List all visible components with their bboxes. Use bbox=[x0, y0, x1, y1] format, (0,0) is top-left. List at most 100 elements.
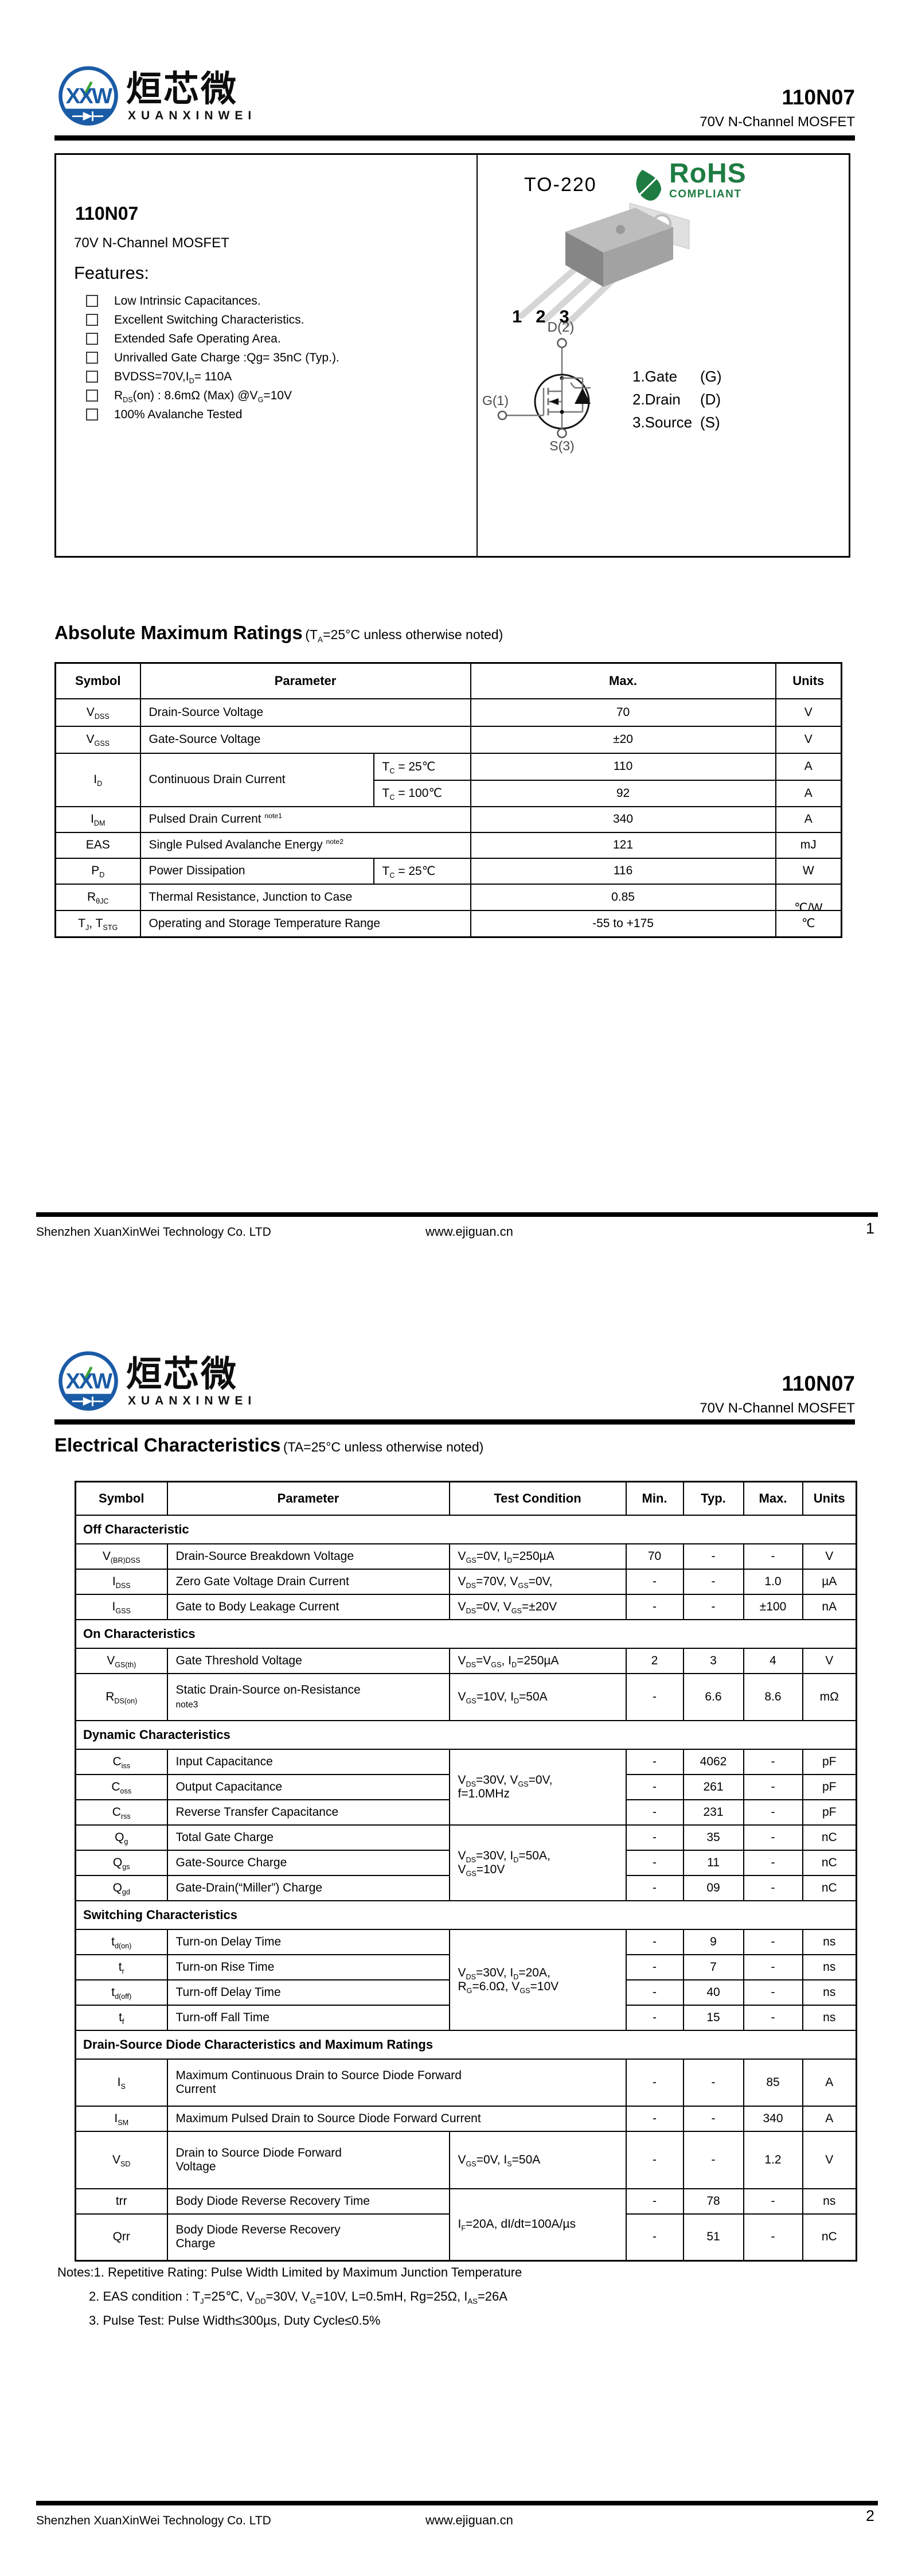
condition-cell: TC = 100℃ bbox=[373, 779, 471, 807]
symbol-cell: Qrr bbox=[75, 2213, 168, 2262]
page-number: 1 bbox=[866, 1220, 875, 1237]
parameter-cell: Body Diode Reverse Recovery Charge bbox=[166, 2213, 450, 2262]
max-cell: 110 bbox=[470, 752, 776, 781]
units-cell: ns bbox=[802, 1954, 857, 1980]
list-item: 100% Avalanche Tested bbox=[86, 408, 453, 421]
checkbox-icon bbox=[86, 314, 98, 326]
pin-number: 2 bbox=[536, 306, 546, 326]
section-label: Drain-Source Diode Characteristics and M… bbox=[75, 2029, 857, 2060]
min-cell: - bbox=[625, 1979, 684, 2006]
typ-cell: 09 bbox=[682, 1874, 744, 1901]
max-cell: - bbox=[743, 2213, 803, 2262]
min-cell: 2 bbox=[625, 1647, 684, 1674]
table-row: ID Continuous Drain Current TC = 25℃ 110… bbox=[54, 752, 842, 807]
max-cell: - bbox=[743, 1799, 803, 1826]
symbol-cell: VDSS bbox=[54, 698, 141, 727]
max-cell: 340 bbox=[470, 806, 776, 833]
list-item: Unrivalled Gate Charge :Qg= 35nC (Typ.). bbox=[86, 351, 453, 364]
symbol-cell: VSD bbox=[75, 2130, 168, 2189]
table-row: VSD Drain to Source Diode Forward Voltage… bbox=[75, 2130, 857, 2189]
units-cell: nC bbox=[802, 2213, 857, 2262]
table-row: PD Power Dissipation TC = 25℃ 116 W bbox=[54, 857, 842, 885]
min-cell: - bbox=[625, 1799, 684, 1826]
symbol-cell: ID bbox=[54, 752, 141, 807]
table-row: tf Turn-off Fall Time - 15 - ns bbox=[75, 2004, 857, 2031]
parameter-cell: Gate to Body Leakage Current bbox=[166, 1593, 450, 1620]
column-header: Max. bbox=[470, 662, 776, 699]
pin-number: 3 bbox=[559, 306, 569, 326]
parameter-cell: Gate-Drain(“Miller”) Charge bbox=[166, 1874, 450, 1901]
parameter-cell: Drain to Source Diode Forward Voltage bbox=[166, 2130, 450, 2189]
table-row: tr Turn-on Rise Time - 7 - ns bbox=[75, 1954, 857, 1980]
parameter-cell: Pulsed Drain Current note1 bbox=[139, 806, 471, 833]
header-rule bbox=[54, 1419, 855, 1425]
parameter-cell: Total Gate Charge bbox=[166, 1824, 450, 1851]
max-cell: -55 to +175 bbox=[470, 909, 776, 938]
overview-subtitle: 70V N-Channel MOSFET bbox=[74, 235, 229, 251]
feature-text: 100% Avalanche Tested bbox=[114, 408, 243, 421]
column-header: Symbol bbox=[54, 662, 141, 699]
column-header: Parameter bbox=[139, 662, 471, 699]
parameter-cell: Power Dissipation bbox=[139, 857, 374, 885]
checkbox-icon bbox=[86, 371, 98, 383]
symbol-cell: Coss bbox=[75, 1773, 168, 1800]
ec-table: Symbol Parameter Test Condition Min. Typ… bbox=[75, 1481, 857, 2262]
section-title: Electrical Characteristics bbox=[54, 1434, 281, 1456]
max-cell: 8.6 bbox=[743, 1672, 803, 1721]
units-cell: V bbox=[802, 1543, 857, 1570]
checkbox-icon bbox=[86, 390, 98, 402]
parameter-cell: Drain-Source Voltage bbox=[139, 698, 471, 727]
note-line: Notes:1. Repetitive Rating: Pulse Width … bbox=[57, 2265, 522, 2279]
note-line: 3. Pulse Test: Pulse Width≤300µs, Duty C… bbox=[89, 2313, 381, 2328]
list-item: Extended Safe Operating Area. bbox=[86, 332, 453, 345]
list-item: 3.Source (S) bbox=[632, 413, 722, 432]
max-cell: - bbox=[743, 1954, 803, 1980]
brand-logo: XXW bbox=[58, 1351, 118, 1411]
parameter-cell: Gate-Source Charge bbox=[166, 1849, 450, 1876]
max-cell: - bbox=[743, 1874, 803, 1901]
column-header: Units bbox=[775, 662, 842, 699]
parameter-cell: Body Diode Reverse Recovery Time bbox=[166, 2188, 450, 2215]
schematic-source-label: S(3) bbox=[549, 438, 574, 453]
symbol-cell: IDSS bbox=[75, 1568, 168, 1595]
max-cell: 70 bbox=[470, 698, 776, 727]
table-row: ISM Maximum Pulsed Drain to Source Diode… bbox=[75, 2105, 857, 2132]
feature-text: BVDSS=70V,ID= 110A bbox=[114, 370, 232, 386]
units-cell: V bbox=[802, 1647, 857, 1674]
typ-cell: 15 bbox=[682, 2004, 744, 2031]
parameter-cell: Gate-Source Voltage bbox=[139, 725, 471, 754]
symbol-cell: tr bbox=[75, 1954, 168, 1980]
units-cell: ns bbox=[802, 1979, 857, 2006]
features-list: Low Intrinsic Capacitances. Excellent Sw… bbox=[86, 294, 453, 427]
min-cell: - bbox=[625, 1874, 684, 1901]
units-cell: µA bbox=[802, 1568, 857, 1595]
feature-text: RDS(on) : 8.6mΩ (Max) @VG=10V bbox=[114, 389, 292, 404]
typ-cell: - bbox=[682, 2130, 744, 2189]
table-row: VGSS Gate-Source Voltage ±20 V bbox=[54, 725, 842, 754]
symbol-cell: IS bbox=[75, 2058, 168, 2107]
units-cell: nC bbox=[802, 1824, 857, 1851]
page-number: 2 bbox=[866, 2507, 875, 2524]
parameter-cell: Zero Gate Voltage Drain Current bbox=[166, 1568, 450, 1595]
condition-cell: VDS=30V, ID=20A, RG=6.0Ω, VGS=10V bbox=[448, 1928, 627, 2031]
condition-cell: VGS=0V, ID=250µA bbox=[448, 1543, 627, 1570]
units-cell: mJ bbox=[775, 831, 842, 859]
typ-cell: 3 bbox=[682, 1647, 744, 1674]
units-cell: nC bbox=[802, 1849, 857, 1876]
pin-legend: 1.Gate (G) 2.Drain (D) 3.Source (S) bbox=[632, 367, 722, 436]
max-cell: 85 bbox=[743, 2058, 803, 2107]
package-image bbox=[518, 203, 690, 327]
parameter-cell: Gate Threshold Voltage bbox=[166, 1647, 450, 1674]
table-row: Qrr Body Diode Reverse Recovery Charge - … bbox=[75, 2213, 857, 2262]
parameter-cell: Continuous Drain Current bbox=[139, 752, 374, 807]
table-row: trr Body Diode Reverse Recovery Time IF=… bbox=[75, 2188, 857, 2262]
features-heading: Features: bbox=[74, 263, 149, 283]
brand-logo: XXW bbox=[58, 66, 118, 126]
parameter-cell: Thermal Resistance, Junction to Case bbox=[139, 883, 471, 911]
max-cell: - bbox=[743, 2004, 803, 2031]
units-cell: ns bbox=[802, 2188, 857, 2215]
symbol-cell: TJ, TSTG bbox=[54, 909, 141, 938]
table-row: Qg Total Gate Charge VDS=30V, ID=50A, VGS… bbox=[75, 1824, 857, 1901]
parameter-cell: Output Capacitance bbox=[166, 1773, 450, 1800]
list-item: 2.Drain (D) bbox=[632, 390, 722, 409]
